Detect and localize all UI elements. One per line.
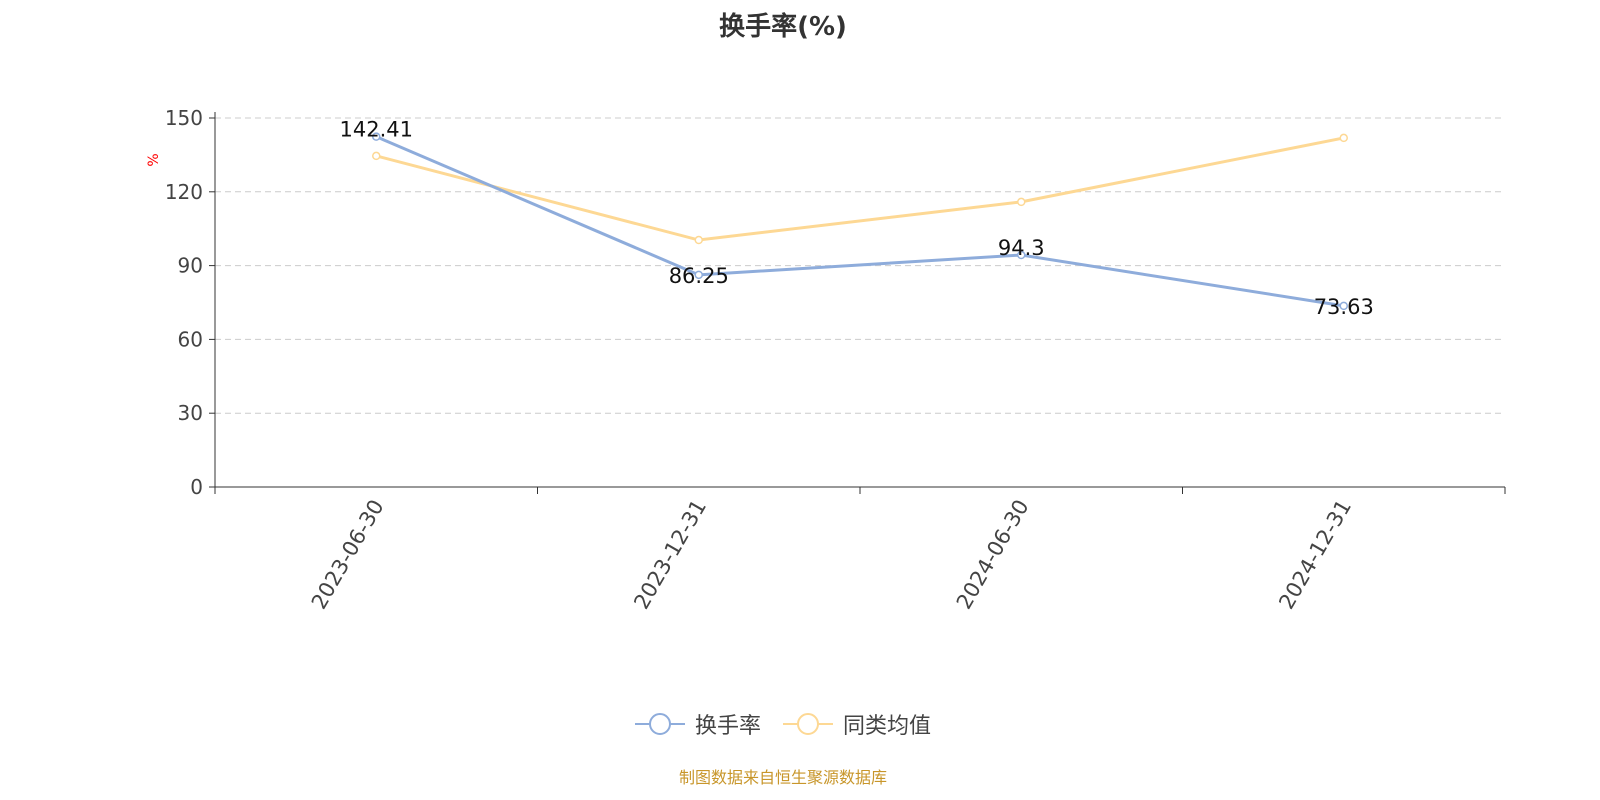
x-tick-label: 2024-06-30 [952, 496, 1034, 614]
source-footer: 制图数据来自恒生聚源数据库 [678, 768, 887, 787]
y-tick-label: 150 [165, 106, 203, 130]
legend-label: 同类均值 [843, 714, 932, 739]
line-chart: 0 30 60 90 120 150% 2023-06-30 2023-12-31 2024-0… [146, 106, 1506, 614]
legend-line-circle-icon [783, 713, 833, 735]
data-label: 86.25 [669, 264, 729, 288]
legend-item-1[interactable]: 同类均值 [783, 708, 931, 740]
series-line-0 [375, 135, 1344, 308]
data-label: 142.41 [340, 118, 413, 142]
y-axis-label: % [146, 153, 162, 166]
data-point [694, 270, 703, 280]
legend-item-0[interactable]: 换手率 [634, 708, 761, 740]
data-point [1017, 197, 1026, 207]
data-label: 73.63 [1314, 295, 1374, 319]
data-point [1017, 250, 1026, 260]
y-tick-label: 120 [165, 180, 203, 204]
data-label: 94.3 [998, 236, 1045, 260]
chart-title: 换手率(%) [719, 12, 847, 42]
series-line-1 [375, 136, 1345, 242]
data-point [694, 235, 703, 245]
legend: 换手率 同类均值 [0, 708, 1566, 740]
y-tick-label: 30 [178, 401, 203, 425]
x-tick-label: 2024-12-31 [1274, 496, 1356, 614]
legend-label: 换手率 [694, 714, 761, 739]
y-tick-label: 0 [190, 475, 203, 499]
data-point [1339, 301, 1348, 311]
y-tick-label: 90 [178, 254, 203, 278]
y-tick-label: 60 [178, 327, 203, 351]
x-tick-label: 2023-06-30 [307, 496, 389, 614]
data-point [372, 132, 381, 141]
x-tick-label: 2023-12-31 [629, 496, 711, 614]
data-point [372, 151, 381, 161]
data-point [1339, 133, 1348, 143]
legend-line-circle-icon [634, 713, 685, 735]
